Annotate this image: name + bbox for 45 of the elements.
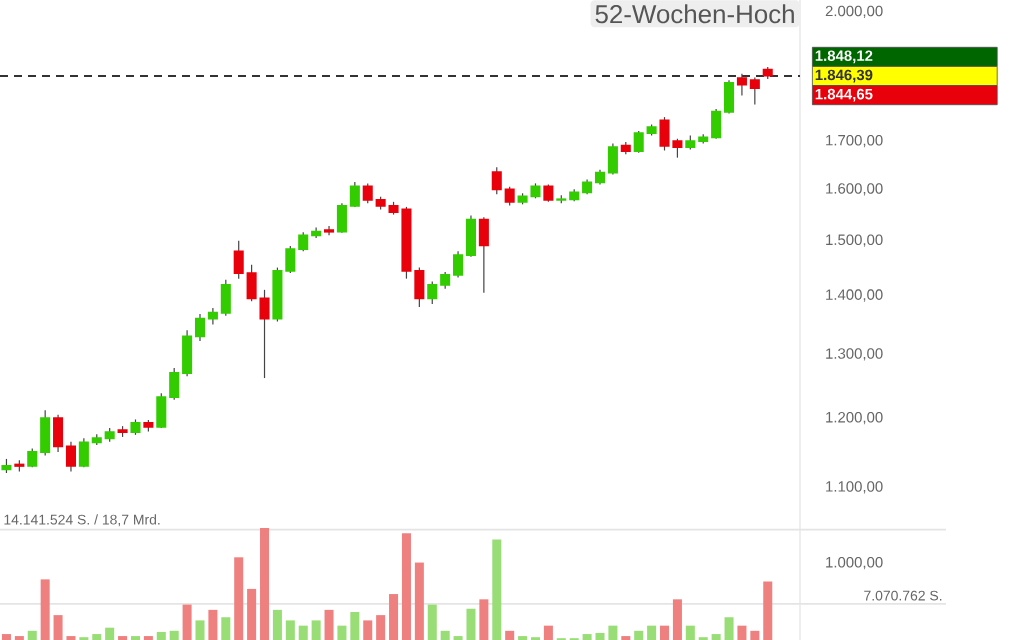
bar <box>363 620 373 640</box>
bar <box>285 620 295 640</box>
bar <box>543 625 553 640</box>
bar <box>208 609 218 640</box>
bar <box>440 630 450 640</box>
bar <box>156 631 166 640</box>
bar <box>350 611 360 640</box>
bar <box>260 527 270 640</box>
bar <box>247 588 257 640</box>
bar <box>298 625 308 640</box>
bar <box>40 579 50 640</box>
bar <box>724 617 734 640</box>
bar <box>401 533 411 640</box>
bar <box>389 594 399 640</box>
bar <box>685 625 695 640</box>
candlestick <box>478 216 489 294</box>
bar <box>92 634 102 640</box>
bar <box>505 630 515 640</box>
bar <box>337 625 347 640</box>
bar <box>195 620 205 640</box>
bar <box>492 539 502 640</box>
bar <box>311 620 321 640</box>
bar <box>1 634 11 640</box>
bar <box>169 630 179 640</box>
bar <box>634 630 644 640</box>
bar <box>27 630 37 640</box>
bar <box>660 625 670 640</box>
ref-line-label: 52-Wochen-Hoch <box>595 4 794 24</box>
bar <box>105 627 115 640</box>
bar <box>737 625 747 640</box>
bar <box>182 604 192 640</box>
bar <box>763 581 773 640</box>
bar <box>750 630 760 640</box>
bar <box>479 599 489 640</box>
bar <box>647 625 657 640</box>
bar <box>324 609 334 640</box>
bar <box>376 615 386 640</box>
bar <box>672 599 682 640</box>
bar <box>272 609 282 640</box>
bar <box>711 634 721 640</box>
bar <box>414 562 424 640</box>
bar <box>427 604 437 640</box>
candlestick <box>324 225 335 236</box>
bar <box>234 557 244 640</box>
bar <box>221 617 231 640</box>
